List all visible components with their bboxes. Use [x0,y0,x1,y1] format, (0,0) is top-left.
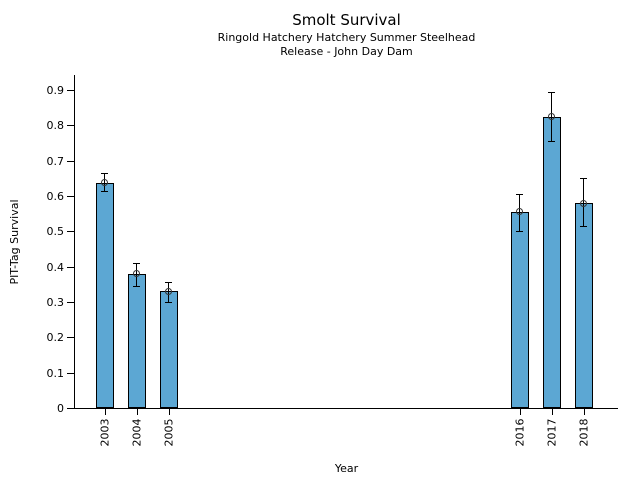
y-tick-label: 0.7 [46,154,65,168]
y-tick [67,408,74,409]
error-bar-cap-bottom [516,231,524,233]
x-axis-spine [74,408,618,409]
error-bar-cap-bottom [133,286,141,288]
error-bar-cap-top [101,173,109,175]
error-bar-cap-top [165,281,173,283]
y-tick-label: 0.4 [46,260,65,274]
x-tick [136,409,138,415]
x-tick-label: 2004 [130,418,144,447]
data-point-marker-icon [548,113,556,120]
bar [95,182,114,408]
y-tick-label: 0.1 [46,366,65,380]
error-bar-cap-bottom [548,141,556,143]
x-tick-label: 2018 [577,418,591,447]
y-tick-label: 0.3 [46,296,65,309]
bar [510,211,529,408]
data-point-marker-icon [101,179,109,187]
x-tick [551,409,553,415]
y-tick [67,90,74,92]
x-tick [104,409,106,415]
x-axis-label: Year [334,462,359,475]
y-axis-label: PIT-Tag Survival [8,199,21,285]
error-bar-cap-top [133,263,141,265]
y-axis-spine [74,75,75,409]
y-tick [67,302,74,303]
bar [542,116,561,408]
data-point-marker-icon [133,270,141,278]
bar [159,291,178,408]
x-tick [583,409,585,415]
y-tick [67,337,74,339]
error-bar-cap-top [516,193,524,195]
error-bar-cap-bottom [101,190,109,192]
data-point-marker-icon [165,287,173,295]
y-tick-label: 0.2 [46,331,65,345]
error-bar-cap-top [548,92,556,94]
y-tick [67,160,74,162]
x-tick-label: 2016 [513,418,527,447]
x-tick-label: 2003 [98,418,112,447]
y-tick-label: 0.8 [46,119,65,133]
bar [574,203,593,408]
error-bar-cap-top [580,178,588,180]
x-tick [168,409,170,415]
bar [127,273,146,408]
error-bar-cap-bottom [580,226,588,228]
y-tick [67,125,74,127]
x-tick-label: 2017 [545,418,559,447]
x-tick [519,409,521,415]
y-tick-label: 0.6 [46,190,65,203]
data-point-marker-icon [580,199,588,207]
x-tick-label: 2005 [162,418,176,447]
y-tick [67,266,74,268]
y-tick-label: 0 [57,402,64,415]
y-tick-label: 0.5 [46,225,65,239]
chart-subtitle-line2: Release - John Day Dam [280,45,413,58]
y-tick [67,231,74,233]
chart-subtitle-line1: Ringold Hatchery Hatchery Summer Steelhe… [217,31,476,44]
chart-title: Smolt Survival [292,11,401,29]
y-tick [67,196,74,197]
y-tick [67,372,74,374]
error-bar-cap-bottom [165,302,173,303]
y-tick-label: 0.9 [46,84,65,98]
data-point-marker-icon [516,208,524,216]
